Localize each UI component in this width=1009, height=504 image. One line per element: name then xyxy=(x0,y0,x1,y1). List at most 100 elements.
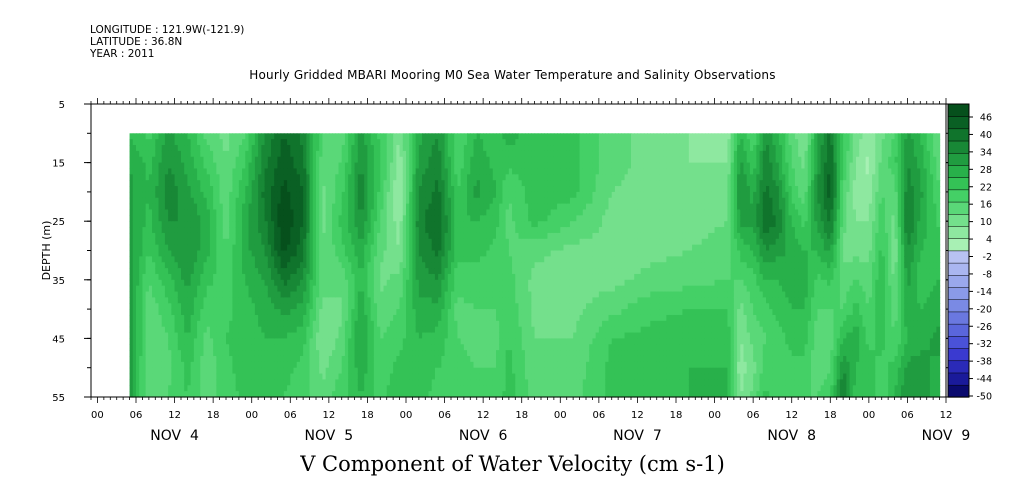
heatmap-cell xyxy=(200,355,205,363)
heatmap-cell xyxy=(245,303,250,310)
heatmap-cell xyxy=(161,221,166,228)
heatmap-cell xyxy=(290,285,295,293)
heatmap-cell xyxy=(386,145,391,152)
heatmap-cell xyxy=(161,350,166,357)
heatmap-cell xyxy=(136,232,140,240)
heatmap-cell xyxy=(229,139,234,146)
heatmap-cell xyxy=(319,279,324,287)
heatmap-cell xyxy=(364,279,369,287)
heatmap-cell xyxy=(299,174,304,181)
heatmap-cell xyxy=(357,162,362,170)
heatmap-cell xyxy=(316,268,320,275)
heatmap-cell xyxy=(142,367,147,375)
heatmap-cell xyxy=(348,156,352,164)
heatmap-cell xyxy=(338,238,343,246)
heatmap-cell xyxy=(242,367,246,375)
heatmap-cell xyxy=(293,297,298,304)
heatmap-cell xyxy=(383,367,388,375)
heatmap-cell xyxy=(168,139,172,146)
heatmap-cell xyxy=(216,145,221,152)
heatmap-cell xyxy=(222,262,227,269)
heatmap-cell xyxy=(164,145,169,152)
heatmap-cell xyxy=(367,180,372,187)
heatmap-cell xyxy=(322,221,327,228)
heatmap-cell xyxy=(232,221,237,228)
heatmap-cell xyxy=(274,139,279,146)
heatmap-cell xyxy=(280,191,285,199)
heatmap-cell xyxy=(380,250,385,257)
heatmap-cell xyxy=(139,162,144,170)
heatmap-cell xyxy=(293,350,298,357)
heatmap-cell xyxy=(216,309,221,316)
heatmap-cell xyxy=(171,309,176,316)
heatmap-cell xyxy=(181,279,185,287)
heatmap-cell xyxy=(389,262,394,269)
heatmap-cell xyxy=(174,215,179,222)
heatmap-cell xyxy=(332,156,336,164)
heatmap-cell xyxy=(177,391,182,398)
heatmap-cell xyxy=(303,162,307,170)
heatmap-cell xyxy=(373,232,378,240)
heatmap-cell xyxy=(184,373,189,381)
heatmap-cell xyxy=(213,361,217,369)
heatmap-cell xyxy=(226,279,230,287)
heatmap-cell xyxy=(267,203,272,211)
heatmap-cell xyxy=(293,309,298,316)
heatmap-cell xyxy=(219,262,224,269)
heatmap-cell xyxy=(306,350,311,357)
heatmap-cell xyxy=(177,262,182,269)
heatmap-cell xyxy=(251,350,256,357)
heatmap-cell xyxy=(290,268,295,275)
heatmap-cell xyxy=(325,139,330,146)
heatmap-cell xyxy=(145,314,150,322)
heatmap-cell xyxy=(393,150,397,158)
heatmap-cell xyxy=(267,373,272,381)
heatmap-cell xyxy=(377,309,381,316)
heatmap-cell xyxy=(299,355,304,363)
heatmap-cell xyxy=(193,297,198,304)
heatmap-cell xyxy=(229,373,234,381)
heatmap-cell xyxy=(287,367,291,375)
heatmap-cell xyxy=(344,256,349,263)
heatmap-cell xyxy=(161,320,166,328)
heatmap-cell xyxy=(393,197,397,205)
heatmap-cell xyxy=(267,209,272,216)
heatmap-cell xyxy=(322,215,327,222)
heatmap-cell xyxy=(168,215,172,222)
heatmap-cell xyxy=(193,262,198,269)
heatmap-cell xyxy=(344,191,349,199)
heatmap-cell xyxy=(383,320,388,328)
heatmap-cell xyxy=(267,268,272,275)
heatmap-cell xyxy=(380,191,385,199)
heatmap-cell xyxy=(264,297,269,304)
heatmap-cell xyxy=(229,156,234,164)
heatmap-cell xyxy=(309,355,314,363)
heatmap-cell xyxy=(290,133,295,140)
heatmap-cell xyxy=(193,232,198,240)
heatmap-cell xyxy=(142,355,147,363)
heatmap-cell xyxy=(226,355,230,363)
heatmap-cell xyxy=(290,314,295,322)
heatmap-cell xyxy=(232,197,237,205)
heatmap-cell xyxy=(222,314,227,322)
heatmap-cell xyxy=(152,385,156,392)
heatmap-cell xyxy=(209,303,214,310)
heatmap-cell xyxy=(383,256,388,263)
heatmap-cell xyxy=(251,191,256,199)
heatmap-cell xyxy=(258,262,262,269)
heatmap-cell xyxy=(209,350,214,357)
heatmap-cell xyxy=(341,145,346,152)
heatmap-cell xyxy=(312,156,317,164)
heatmap-cell xyxy=(293,180,298,187)
heatmap-cell xyxy=(155,367,160,375)
heatmap-cell xyxy=(322,209,327,216)
heatmap-cell xyxy=(319,338,324,345)
heatmap-cell xyxy=(264,355,269,363)
heatmap-cell xyxy=(193,238,198,246)
heatmap-cell xyxy=(344,250,349,257)
heatmap-cell xyxy=(219,186,224,193)
heatmap-cell xyxy=(322,238,327,246)
heatmap-cell xyxy=(216,215,221,222)
heatmap-cell xyxy=(238,314,243,322)
heatmap-cell xyxy=(309,256,314,263)
